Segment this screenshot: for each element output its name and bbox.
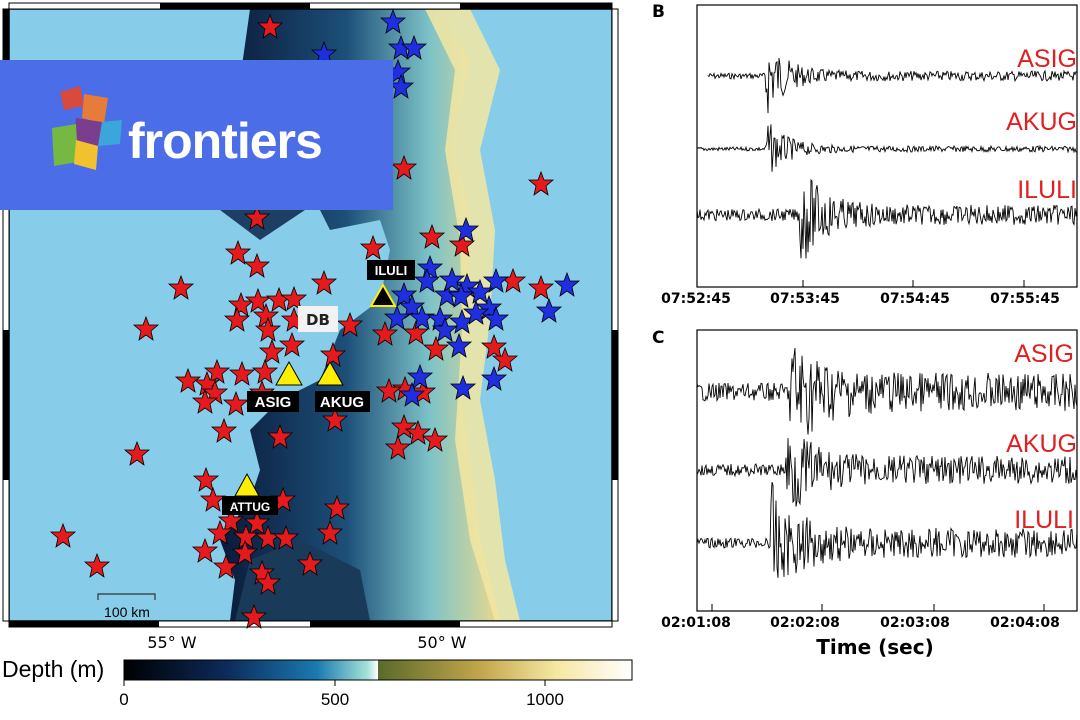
time-tick-label: 07:52:45 <box>661 291 731 307</box>
x-axis-title: Time (sec) <box>816 635 933 659</box>
frontiers-logo-icon <box>52 86 122 170</box>
station-label: AKUG <box>320 394 364 411</box>
time-tick-label: 07:53:45 <box>770 291 840 307</box>
trace-label: ASIG <box>1014 340 1074 368</box>
colorbar-tick-label: 500 <box>321 690 349 709</box>
time-tick-label: 02:01:08 <box>661 615 731 631</box>
station-triangle-icon <box>316 360 344 386</box>
station-label-box <box>367 260 415 280</box>
panel-b-frame <box>696 4 1078 288</box>
waveform-trace <box>707 57 1078 114</box>
frame-tick-block <box>310 621 460 627</box>
panel-b: B ASIG AKUG ILULI 07:52:45 07:53:45 07:5… <box>652 2 1078 307</box>
colorbar-tick-label: 0 <box>119 690 128 709</box>
station-triangle-icon <box>275 360 303 386</box>
frontiers-logo: frontiers <box>0 60 393 210</box>
station-label-box <box>315 391 370 412</box>
trace-label: ILULI <box>1017 176 1077 204</box>
time-tick-label: 07:55:45 <box>990 291 1060 307</box>
frame-tick-block <box>3 330 9 480</box>
panel-letter: C <box>652 328 664 348</box>
waveform-trace <box>696 348 1078 435</box>
waveform-trace <box>696 124 1078 172</box>
frame-tick-block <box>612 330 618 480</box>
time-tick-label: 02:04:08 <box>990 615 1060 631</box>
depth-colorbar <box>123 659 633 681</box>
region-label-box <box>298 306 338 332</box>
region-label: DB <box>306 311 330 329</box>
frame-right <box>611 8 619 622</box>
time-axis: 07:52:45 07:53:45 07:54:45 07:55:45 <box>661 280 1060 307</box>
station-triangle-icon <box>369 282 397 307</box>
station-label-box <box>247 391 299 412</box>
station-iluli: ILULI <box>367 260 415 307</box>
waveform-trace <box>696 438 1078 507</box>
waveform-trace <box>696 178 1078 259</box>
trace-label: ASIG <box>1017 45 1077 73</box>
trace-label: AKUG <box>1006 430 1077 458</box>
time-tick-label: 07:54:45 <box>880 291 950 307</box>
waveform-traces <box>696 348 1078 578</box>
frame-tick-block <box>9 621 159 627</box>
station-akug: AKUG <box>315 360 370 412</box>
station-label: ILULI <box>375 263 408 278</box>
nuussuaq-land <box>235 540 370 621</box>
land-area <box>220 9 500 621</box>
waveform-trace <box>696 482 1078 578</box>
frontiers-logo-text: frontiers <box>128 113 323 169</box>
frame-tick-block <box>160 3 310 9</box>
station-asig: ASIG <box>247 360 303 412</box>
lon-label: 50° W <box>417 633 466 652</box>
colorbar-tick-label: 1000 <box>526 690 564 709</box>
time-tick-label: 02:02:08 <box>770 615 840 631</box>
lon-label: 55° W <box>147 633 196 652</box>
trace-label: AKUG <box>1006 108 1077 136</box>
station-attug: ATTUG <box>222 472 278 515</box>
scale-bar <box>97 593 156 600</box>
waveform-traces <box>696 57 1078 259</box>
trace-label: ILULI <box>1014 506 1074 534</box>
time-tick-label: 02:03:08 <box>880 615 950 631</box>
panel-c: C ASIG AKUG ILULI 02:01:08 02:02:08 02:0… <box>652 328 1078 659</box>
station-label: ATTUG <box>230 500 270 514</box>
station-label: ASIG <box>255 394 292 411</box>
time-axis: 02:01:08 02:02:08 02:03:08 02:04:08 <box>661 604 1060 631</box>
panel-letter: B <box>652 2 665 22</box>
station-label-box <box>222 496 278 515</box>
colorbar-label: Depth (m) <box>2 656 104 682</box>
frame-tick-block <box>460 3 612 9</box>
scale-bar-label: 100 km <box>104 604 150 620</box>
